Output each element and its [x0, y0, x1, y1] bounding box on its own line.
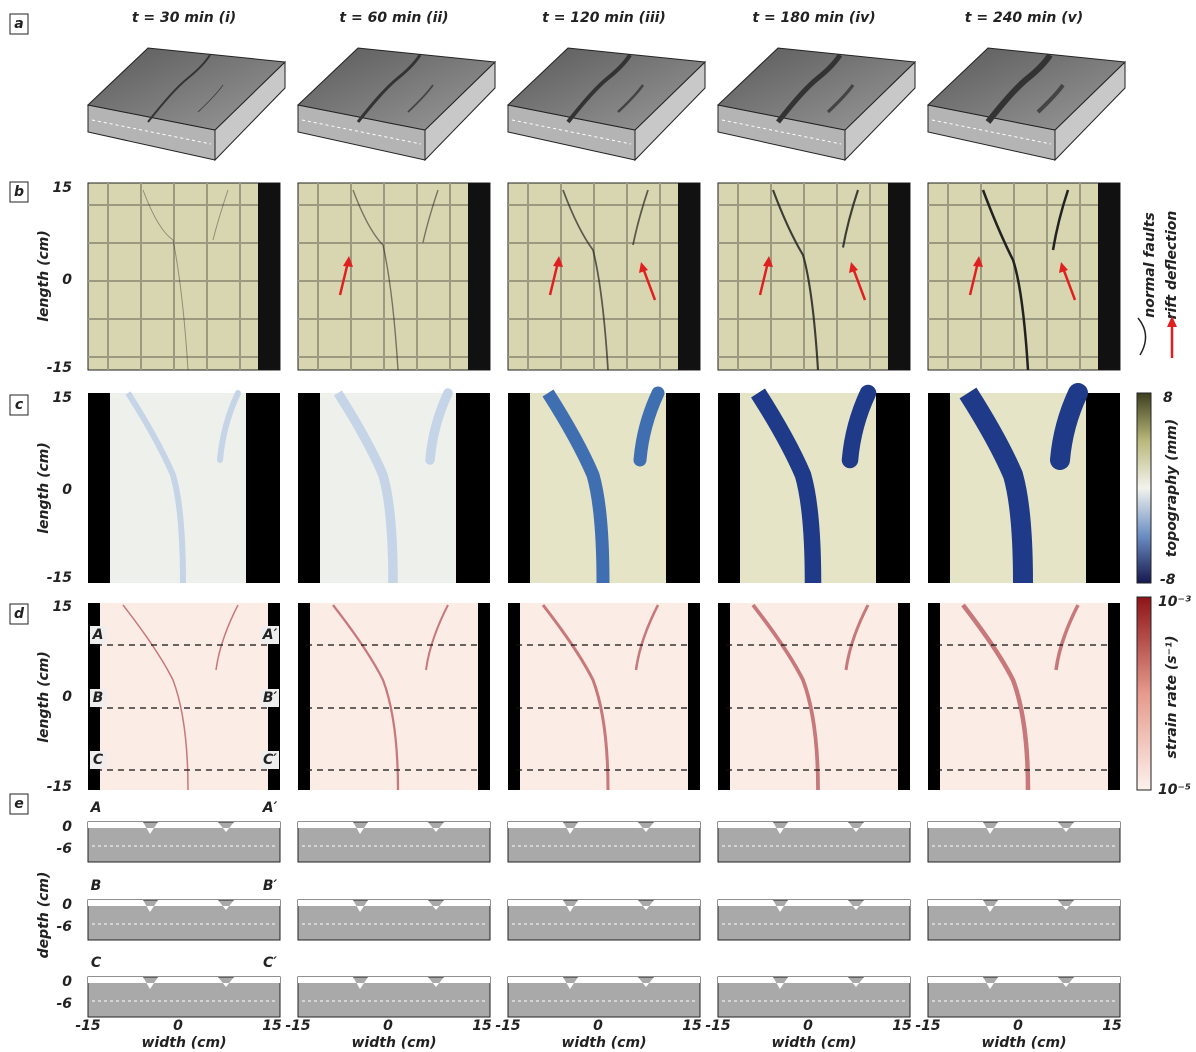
photo-bg [508, 183, 700, 370]
label: A′ [262, 800, 278, 816]
label: C′ [263, 955, 277, 971]
label: 0 [62, 272, 72, 288]
photo-shadow [678, 183, 700, 370]
label: B [93, 690, 104, 706]
strain-field [100, 603, 268, 790]
label: 0 [62, 897, 72, 913]
label: -15 [285, 1018, 311, 1034]
label: 15 [472, 1018, 492, 1034]
label: 0 [173, 1018, 183, 1034]
label: -15 [47, 570, 73, 586]
photo-bg [928, 183, 1120, 370]
axis-label: length (cm) [36, 230, 52, 322]
strain-field [310, 603, 478, 790]
label: -15 [915, 1018, 941, 1034]
strain-field [730, 603, 898, 790]
axis-label: length (cm) [36, 651, 52, 743]
label: width (cm) [982, 1035, 1067, 1051]
label: 0 [593, 1018, 603, 1034]
label: -15 [47, 779, 73, 795]
photo-bg [88, 183, 280, 370]
photo-bg [298, 183, 490, 370]
label: -15 [705, 1018, 731, 1034]
photo-shadow [1098, 183, 1120, 370]
label: a [14, 16, 23, 32]
label: 10⁻³ [1158, 594, 1191, 610]
label: 15 [262, 1018, 282, 1034]
label: 0 [62, 819, 72, 835]
label: width (cm) [142, 1035, 227, 1051]
label: 15 [53, 599, 73, 615]
label: 15 [53, 390, 73, 406]
label: 15 [892, 1018, 912, 1034]
axis-label: topography (mm) [1164, 419, 1180, 557]
label: b [14, 184, 24, 200]
label: C [91, 955, 102, 971]
label: -15 [495, 1018, 521, 1034]
label: -6 [56, 996, 72, 1012]
label: width (cm) [772, 1035, 857, 1051]
photo-shadow [468, 183, 490, 370]
colorbar [1137, 393, 1151, 583]
label: t = 180 min (iv) [752, 10, 875, 26]
label: d [14, 606, 25, 622]
label: t = 60 min (ii) [339, 10, 448, 26]
label: 8 [1163, 390, 1173, 406]
label: B′ [263, 690, 278, 706]
axis-label: length (cm) [36, 442, 52, 534]
label: -6 [56, 841, 72, 857]
axis-label: normal faults [1142, 212, 1158, 318]
label: 0 [62, 689, 72, 705]
axis-label: depth (cm) [36, 872, 52, 959]
label: t = 240 min (v) [965, 10, 1083, 26]
axis-label: strain rate (s⁻¹) [1164, 635, 1180, 758]
strain-field [940, 603, 1108, 790]
label: e [14, 796, 24, 812]
label: A [92, 627, 104, 643]
label: 0 [62, 974, 72, 990]
label: -6 [56, 919, 72, 935]
label: C′ [263, 752, 277, 768]
label: -15 [47, 360, 73, 376]
label: 15 [53, 180, 73, 196]
label: c [15, 397, 24, 413]
label: -8 [1160, 572, 1176, 588]
colorbar [1137, 597, 1151, 790]
label: 0 [62, 482, 72, 498]
label: width (cm) [352, 1035, 437, 1051]
legend-fault [1138, 318, 1146, 355]
label: 15 [682, 1018, 702, 1034]
photo-shadow [888, 183, 910, 370]
label: A [90, 800, 102, 816]
label: 0 [383, 1018, 393, 1034]
label: 15 [1102, 1018, 1122, 1034]
label: B [91, 878, 102, 894]
label: B′ [263, 878, 278, 894]
photo-shadow [258, 183, 280, 370]
label: width (cm) [562, 1035, 647, 1051]
label: 0 [803, 1018, 813, 1034]
photo-bg [718, 183, 910, 370]
label: A′ [262, 627, 278, 643]
label: C [93, 752, 104, 768]
axis-label: rift deflection [1164, 211, 1180, 320]
label: -15 [75, 1018, 101, 1034]
label: t = 120 min (iii) [542, 10, 666, 26]
label: 0 [1013, 1018, 1023, 1034]
label: t = 30 min (i) [132, 10, 236, 26]
strain-field [520, 603, 688, 790]
label: 10⁻⁵ [1158, 782, 1191, 798]
figure: a b c d e t = 30 min (i) A A′ B B′ C C′ A A′ B B′ C C′ -15… [0, 0, 1196, 1052]
